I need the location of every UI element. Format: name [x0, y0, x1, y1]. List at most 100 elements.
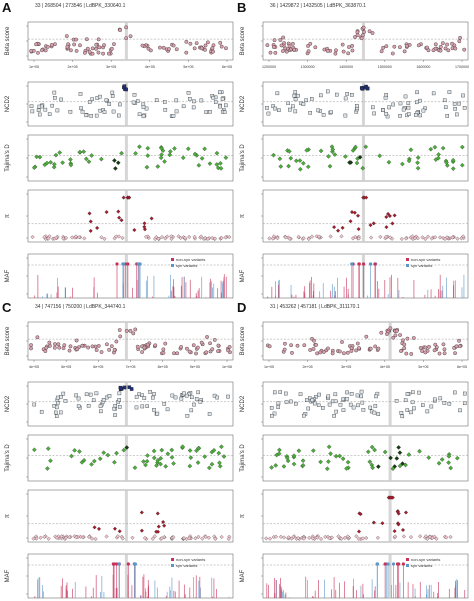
beta-point [306, 44, 310, 48]
tajima-point [81, 149, 86, 154]
pi-point [64, 235, 69, 240]
x-tick-label: 4e+05 [29, 365, 39, 369]
ncd2-point [29, 104, 34, 108]
pi-point [156, 236, 161, 241]
ncd2-point [173, 395, 178, 400]
ncd2-point [151, 395, 155, 400]
x-tick-label: 1400000 [339, 65, 353, 69]
pi-point [408, 535, 413, 540]
tajima-point [376, 464, 381, 469]
beta-point [184, 39, 189, 44]
beta-point [53, 342, 57, 346]
ncd2-point [170, 393, 175, 398]
pi-point [80, 535, 85, 540]
tajima-point [353, 144, 358, 150]
x-tick-label: 4e+05 [145, 65, 155, 69]
ncd2-point [117, 398, 121, 402]
beta-point [74, 37, 78, 42]
tajima-point [214, 150, 220, 156]
pi-point [275, 236, 280, 241]
ncd2-point [445, 114, 450, 118]
x-tick-label: 2e+05 [68, 65, 78, 69]
ncd2-point [447, 401, 452, 406]
beta-point [203, 47, 207, 52]
ncd2-point [152, 408, 156, 412]
beta-point [268, 50, 273, 55]
tajima-point [291, 453, 297, 459]
beta-gene-band [124, 322, 128, 360]
maf-head [115, 562, 119, 566]
legend-nonsyn-label: non-syn variants [411, 557, 440, 562]
beta-point [321, 350, 326, 354]
maf-head [386, 562, 390, 566]
maf-axis-label: MAF [5, 269, 11, 282]
maf-head [361, 262, 366, 266]
ncd2-point [129, 387, 134, 391]
x-tick-label: 3e+05 [341, 365, 351, 369]
pi-point [139, 510, 144, 515]
beta-point [208, 341, 212, 346]
ncd2-point [308, 111, 312, 115]
pi-point [433, 235, 438, 240]
legend-nonsyn-label: non-syn variants [411, 257, 440, 262]
tajima-point [403, 462, 408, 468]
tajima-point [192, 151, 198, 157]
ncd2-point [458, 408, 462, 413]
tajima-point [440, 145, 446, 151]
beta-point [106, 51, 111, 56]
tajima-point [296, 448, 302, 454]
beta-point [308, 348, 313, 352]
legend-nonsyn-swatch [171, 258, 174, 261]
ncd2-point [37, 104, 42, 109]
tajima-point [188, 455, 194, 460]
tajima-point [155, 458, 161, 463]
ncd2-point [266, 111, 271, 116]
tajima-point [115, 160, 121, 166]
beta-point [153, 343, 158, 348]
beta-point [94, 42, 99, 47]
legend-syn-swatch [171, 264, 174, 267]
ncd2-point [321, 406, 325, 410]
tajima-point [406, 452, 412, 457]
ncd2-point [117, 113, 121, 118]
pi-point [340, 225, 345, 230]
tajima-point [377, 153, 383, 159]
beta-point [194, 41, 199, 46]
ncd2-point [191, 105, 196, 110]
pi-point [132, 228, 137, 233]
pi-point [114, 234, 119, 239]
ncd2-point [359, 389, 364, 394]
beta-point [289, 343, 293, 348]
beta-point [68, 344, 73, 349]
tajima-point [133, 151, 138, 156]
pi-point [74, 535, 79, 540]
ncd2-point [326, 394, 331, 399]
ncd2-point [43, 107, 48, 112]
tajima-point [195, 460, 201, 465]
tajima-point [158, 461, 163, 467]
ncd2-point [327, 402, 332, 407]
tajima-point [89, 153, 94, 158]
ncd2-point [421, 403, 425, 407]
beta-point [445, 42, 449, 47]
beta-point [334, 48, 338, 53]
beta-point [313, 45, 318, 50]
pi-point [392, 213, 397, 218]
tajima-point [144, 458, 150, 464]
ncd2-point [321, 113, 326, 117]
ncd2-point [52, 90, 57, 95]
tajima-point [207, 465, 212, 471]
beta-point [350, 43, 354, 48]
beta-point [124, 25, 128, 30]
beta-point [453, 351, 457, 356]
pi-point [115, 534, 120, 539]
pi-point [339, 536, 344, 541]
beta-point [405, 336, 410, 341]
beta-point [267, 344, 272, 349]
ncd2-point [68, 110, 73, 114]
beta-point [281, 49, 285, 53]
pi-point [429, 236, 434, 241]
pi-point [187, 536, 192, 541]
beta-point [432, 348, 437, 353]
ncd2-point [343, 96, 348, 101]
